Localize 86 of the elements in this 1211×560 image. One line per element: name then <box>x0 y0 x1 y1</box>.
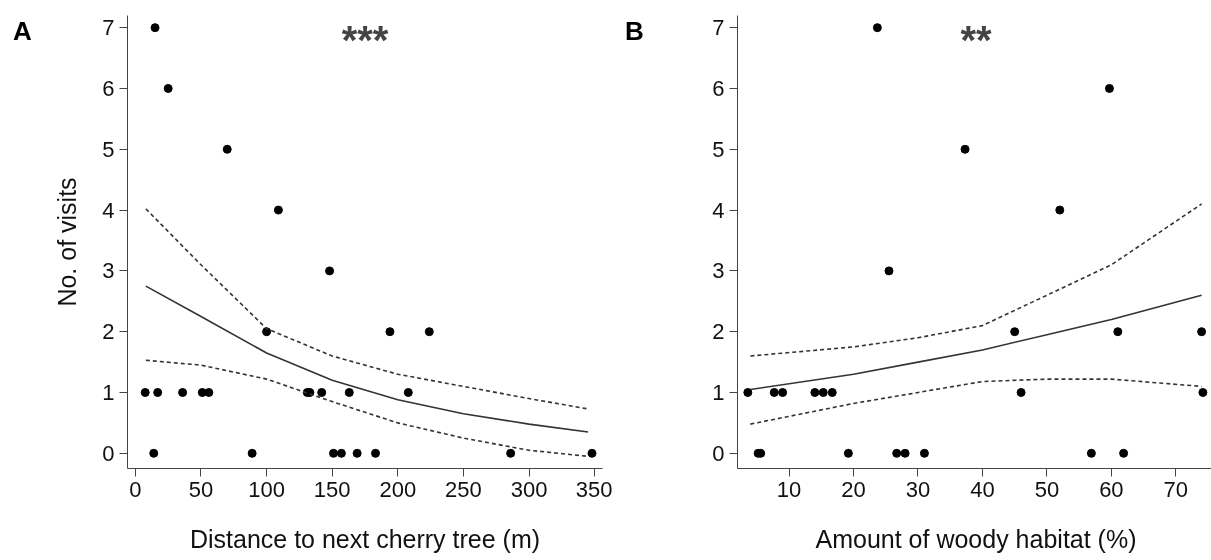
text: A <box>13 15 32 48</box>
x-tick-label: 40 <box>970 476 995 502</box>
x-tick-label: 30 <box>905 476 931 502</box>
point <box>1113 327 1123 337</box>
y-axis-title: No. of visits <box>53 177 82 307</box>
y-tick-label: 3 <box>102 258 115 284</box>
point <box>743 388 753 397</box>
point <box>371 448 380 458</box>
point <box>1119 448 1129 458</box>
point <box>1010 327 1020 337</box>
point <box>872 23 882 33</box>
point <box>247 448 257 458</box>
y-tick-label: 2 <box>712 319 725 345</box>
point <box>1197 327 1207 337</box>
x-tick-label: 60 <box>1099 476 1124 502</box>
point <box>153 388 163 397</box>
x-axis-title: Distance to next cherry tree (m) <box>189 524 541 553</box>
y-tick-label: 0 <box>102 440 115 466</box>
x-tick-label: 10 <box>776 476 802 502</box>
point <box>329 448 339 458</box>
x-tick-label: 20 <box>841 476 866 502</box>
point <box>325 266 335 276</box>
x-axis-title: Amount of woody habitat (%) <box>815 524 1137 553</box>
y-tick-label: 7 <box>712 15 725 41</box>
y-tick-label: 1 <box>712 379 725 405</box>
point <box>810 388 820 397</box>
point <box>884 266 894 276</box>
point <box>960 144 970 154</box>
point <box>344 388 354 397</box>
x-tick-label: 100 <box>248 476 285 502</box>
point <box>163 83 173 93</box>
text: B <box>625 15 644 48</box>
point <box>587 448 597 458</box>
line-series <box>145 285 589 433</box>
point <box>827 388 837 397</box>
point <box>818 388 828 397</box>
x-tick-label: 50 <box>1034 476 1060 502</box>
y-tick-label: 6 <box>712 75 725 101</box>
x-tick-label: 300 <box>510 476 548 502</box>
point <box>317 388 327 397</box>
y-tick-label: 5 <box>102 136 115 162</box>
x-tick-label: 150 <box>313 476 351 502</box>
point <box>222 144 232 154</box>
point <box>843 448 853 458</box>
point <box>506 448 516 458</box>
annotation: *** <box>341 17 389 62</box>
point <box>919 448 929 458</box>
point <box>892 448 902 458</box>
y-tick-label: 0 <box>712 440 725 466</box>
point <box>769 388 779 397</box>
point <box>262 327 272 337</box>
point <box>336 448 346 458</box>
y-tick-label: 1 <box>102 379 115 405</box>
point <box>352 448 362 458</box>
y-tick-label: 3 <box>712 258 725 284</box>
point <box>424 327 434 337</box>
annotation: ** <box>960 17 992 62</box>
x-tick-label: 200 <box>379 476 417 502</box>
point <box>900 448 910 458</box>
y-tick-label: 4 <box>712 197 725 223</box>
point <box>1104 83 1114 93</box>
point <box>149 448 159 458</box>
y-tick-label: 7 <box>102 15 115 41</box>
point <box>178 388 188 397</box>
x-tick-label: 50 <box>188 476 214 502</box>
line-series <box>749 203 1203 357</box>
point <box>403 388 413 397</box>
point <box>1016 388 1026 397</box>
x-tick-label: 250 <box>445 476 482 502</box>
point <box>204 388 214 397</box>
point <box>1198 388 1208 397</box>
point <box>1055 205 1065 215</box>
y-tick-label: 6 <box>102 75 115 101</box>
point <box>150 23 160 33</box>
point <box>385 327 395 337</box>
point <box>273 205 283 215</box>
x-tick-label: 0 <box>129 476 142 502</box>
x-tick-label: 350 <box>575 476 613 502</box>
point <box>1086 448 1096 458</box>
y-tick-label: 4 <box>102 197 115 223</box>
point <box>140 388 150 397</box>
y-tick-label: 5 <box>712 136 725 162</box>
point <box>778 388 788 397</box>
y-tick-label: 2 <box>102 319 115 345</box>
line-series <box>145 208 589 410</box>
x-tick-label: 70 <box>1163 476 1189 502</box>
